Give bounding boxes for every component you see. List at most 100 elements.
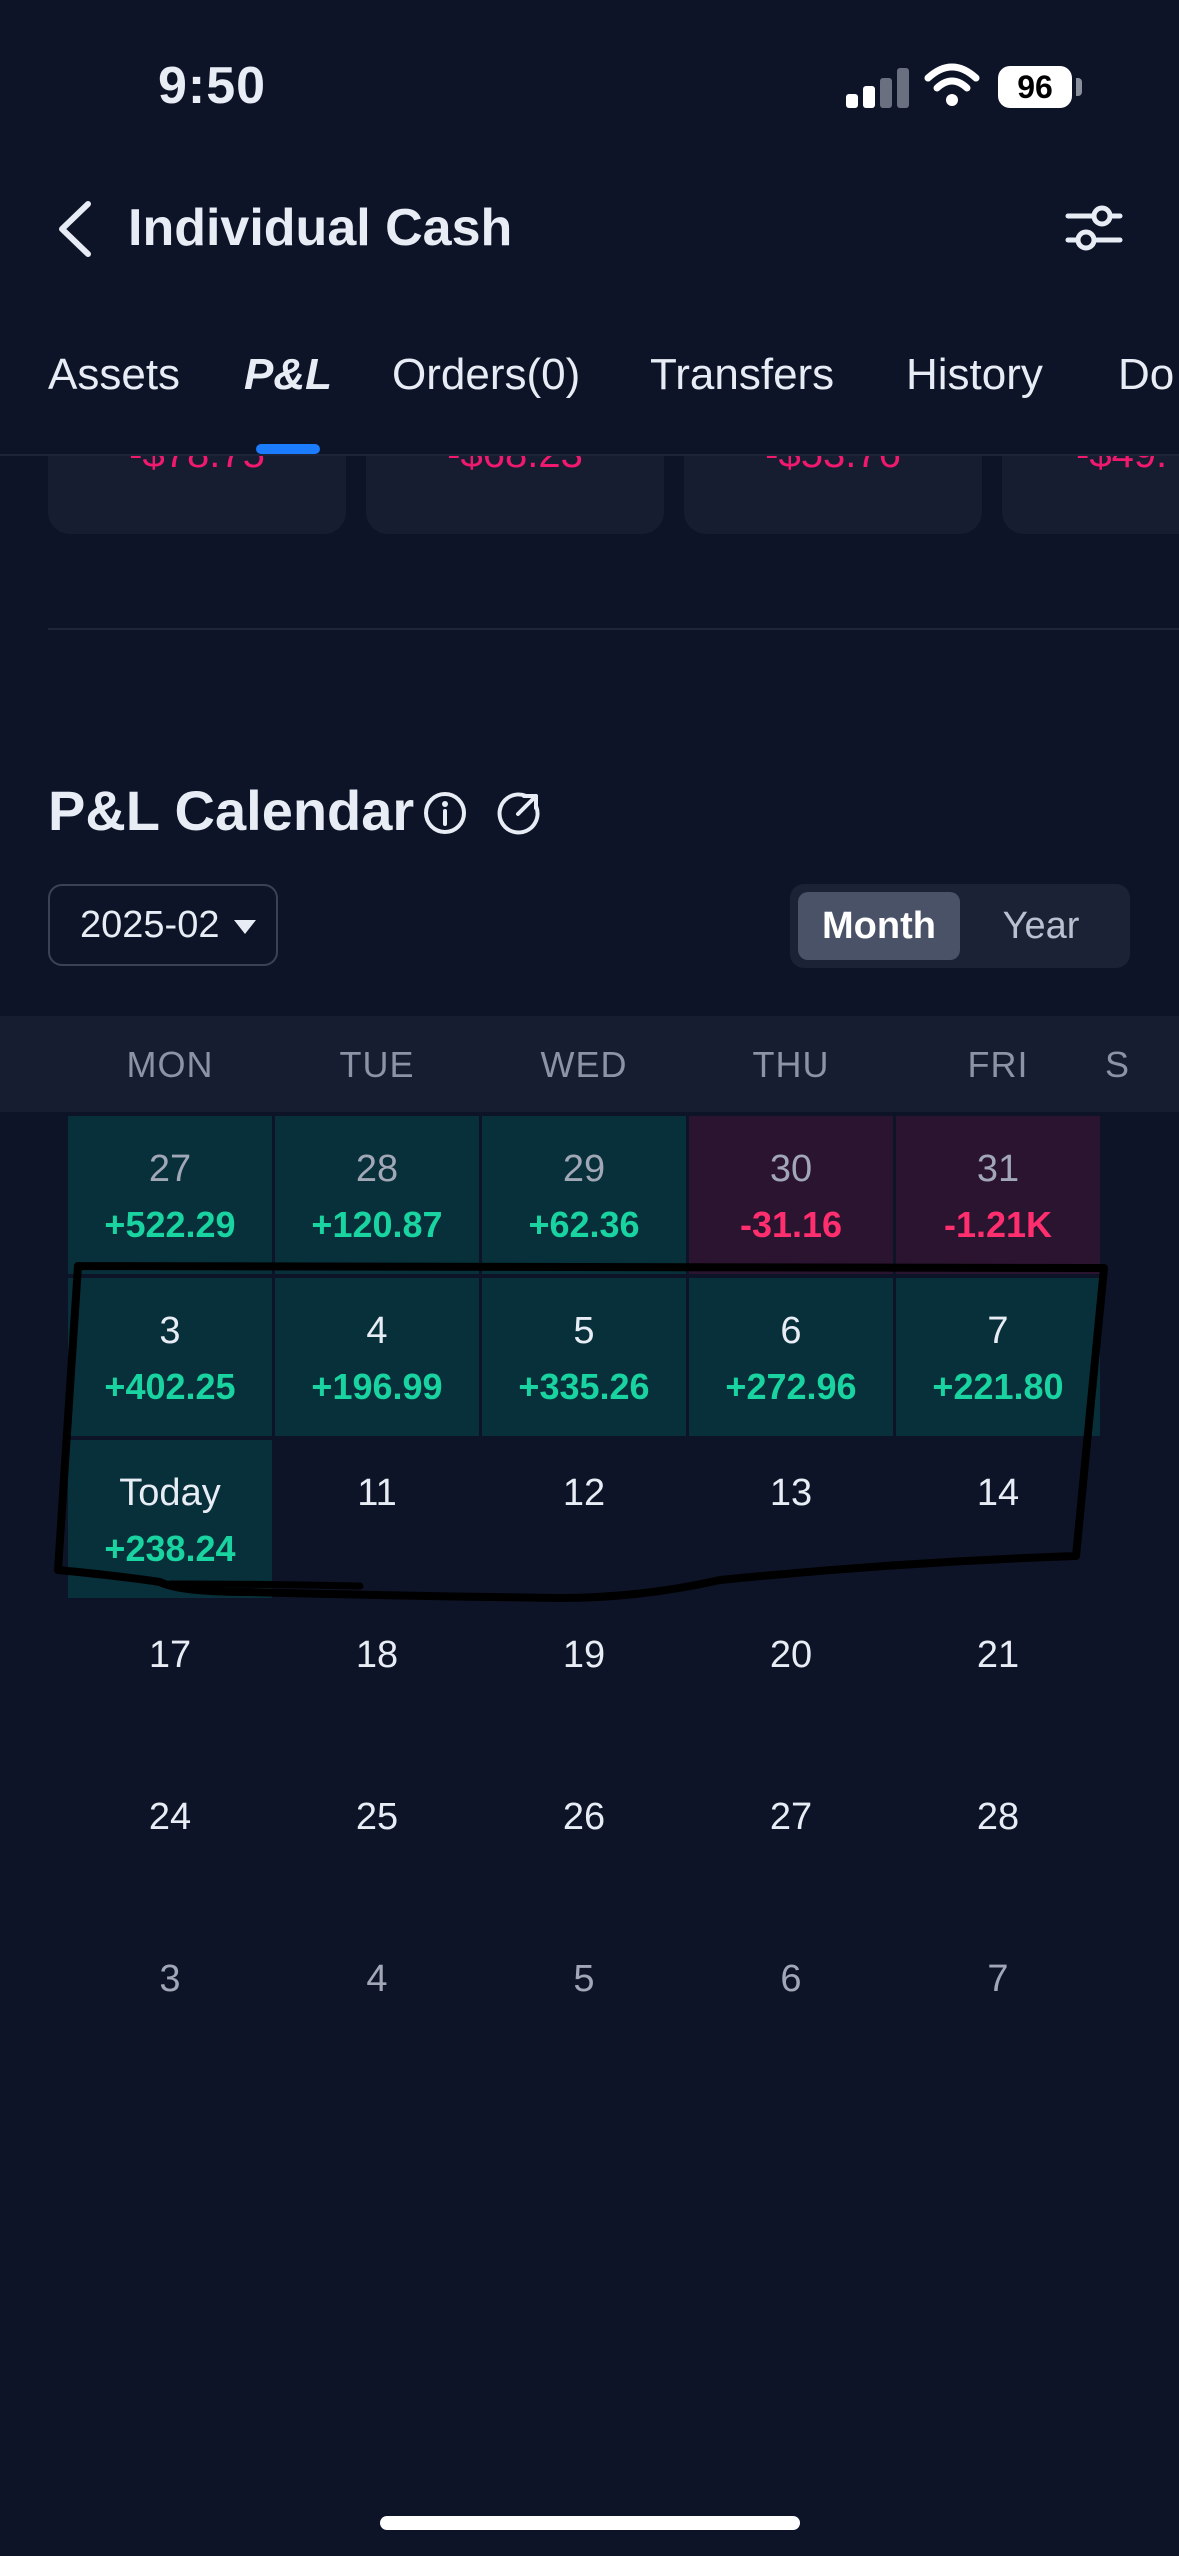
calendar-day-cell[interactable]: 3 (68, 1926, 272, 2084)
calendar-day-number: 3 (159, 1958, 181, 2000)
calendar-day-cell[interactable]: 31 -1.21K (896, 1116, 1100, 1274)
calendar-day-pnl: +196.99 (311, 1366, 443, 1407)
calendar-day-number: 25 (355, 1796, 399, 1838)
calendar-day-number: 21 (976, 1634, 1020, 1676)
calendar-day-pnl: +221.80 (932, 1366, 1064, 1407)
calendar-day-cell[interactable]: 4 (275, 1926, 479, 2084)
calendar-day-cell[interactable]: Today +238.24 (68, 1440, 272, 1598)
calendar-title: P&L Calendar (48, 779, 415, 842)
pnl-card[interactable]: -$78.75 (48, 454, 346, 534)
calendar-day-number: 20 (769, 1634, 813, 1676)
pnl-card[interactable]: -$68.23 (366, 454, 664, 534)
page-title: Individual Cash (128, 199, 513, 257)
wifi-icon (924, 63, 980, 106)
calendar-day-cell[interactable]: 18 (275, 1602, 479, 1760)
pnl-card[interactable]: -$53.76 (684, 454, 982, 534)
calendar-day-number: 30 (769, 1148, 813, 1190)
calendar-day-cell[interactable]: 4 +196.99 (275, 1278, 479, 1436)
calendar-day-cell[interactable]: 17 (68, 1602, 272, 1760)
weekday-label: FRI (967, 1044, 1029, 1085)
calendar-day-number: 3 (159, 1310, 181, 1352)
info-icon[interactable] (422, 790, 468, 836)
calendar-day-cell[interactable]: 14 (896, 1440, 1100, 1598)
card-value: -$78.75 (129, 454, 265, 476)
calendar-day-cell[interactable]: 24 (68, 1764, 272, 1922)
calendar-day-number: 27 (769, 1796, 813, 1838)
calendar-day-cell[interactable]: 25 (275, 1764, 479, 1922)
calendar-day-pnl: +62.36 (528, 1204, 640, 1245)
filter-settings-icon[interactable] (1064, 198, 1124, 258)
calendar-day-number: Today (119, 1472, 221, 1514)
calendar-day-pnl: -1.21K (943, 1204, 1053, 1245)
calendar-day-cell[interactable]: 19 (482, 1602, 686, 1760)
calendar-day-number: 6 (780, 1958, 802, 2000)
calendar-day-pnl: +522.29 (104, 1204, 236, 1245)
calendar-day-cell[interactable]: 29 +62.36 (482, 1116, 686, 1274)
weekday-label: MON (126, 1044, 214, 1085)
calendar-day-number: 29 (562, 1148, 606, 1190)
calendar-day-cell[interactable]: 6 (689, 1926, 893, 2084)
weekday-label: THU (752, 1044, 830, 1085)
calendar-day-cell[interactable]: 7 +221.80 (896, 1278, 1100, 1436)
weekday-label: S (1105, 1044, 1131, 1085)
tab-pnl[interactable]: P&L (244, 350, 332, 399)
calendar-day-pnl: +402.25 (104, 1366, 236, 1407)
card-value: -$49. (1076, 454, 1168, 476)
calendar-day-cell[interactable]: 27 (689, 1764, 893, 1922)
calendar-day-number: 7 (987, 1310, 1009, 1352)
calendar-day-cell[interactable]: 21 (896, 1602, 1100, 1760)
month-select-value: 2025-02 (80, 903, 220, 946)
month-toggle-button[interactable]: Month (798, 892, 960, 960)
calendar-day-cell[interactable]: 28 +120.87 (275, 1116, 479, 1274)
back-chevron-icon[interactable] (52, 198, 98, 260)
calendar-day-number: 4 (366, 1958, 388, 2000)
card-value: -$53.76 (765, 454, 901, 476)
calendar-day-number: 27 (148, 1148, 192, 1190)
calendar-day-cell[interactable]: 20 (689, 1602, 893, 1760)
caret-down-icon (234, 920, 256, 934)
calendar-day-number: 19 (562, 1634, 606, 1676)
share-icon[interactable] (496, 790, 542, 836)
weekday-label: WED (540, 1044, 628, 1085)
active-tab-indicator (256, 444, 320, 454)
calendar-day-cell[interactable]: 7 (896, 1926, 1100, 2084)
calendar-day-pnl: -31.16 (739, 1204, 843, 1245)
battery-icon: 96 (998, 66, 1072, 108)
calendar-day-cell[interactable]: 30 -31.16 (689, 1116, 893, 1274)
calendar-day-number: 14 (976, 1472, 1020, 1514)
calendar-day-cell[interactable]: 3 +402.25 (68, 1278, 272, 1436)
cellular-signal-icon (846, 68, 910, 108)
pnl-card[interactable]: -$49. (1002, 454, 1179, 534)
period-toggle: Month Year (790, 884, 1130, 968)
year-toggle-button[interactable]: Year (1002, 904, 1080, 947)
calendar-day-number: 31 (976, 1148, 1020, 1190)
month-select[interactable]: 2025-02 (48, 884, 278, 966)
status-time: 9:50 (158, 57, 267, 115)
calendar-day-pnl: +238.24 (104, 1528, 236, 1569)
tab-bar: Assets P&L Orders(0) Transfers History D… (0, 340, 1179, 456)
tab-orders[interactable]: Orders(0) (392, 350, 581, 399)
tab-transfers[interactable]: Transfers (650, 350, 835, 399)
calendar-day-number: 4 (366, 1310, 388, 1352)
calendar-day-cell[interactable]: 11 (275, 1440, 479, 1598)
calendar-day-cell[interactable]: 5 +335.26 (482, 1278, 686, 1436)
tab-assets[interactable]: Assets (48, 350, 181, 399)
section-divider (48, 628, 1179, 630)
calendar-day-number: 26 (562, 1796, 606, 1838)
calendar-day-number: 6 (780, 1310, 802, 1352)
tab-documents[interactable]: Do (1118, 350, 1175, 399)
calendar-day-number: 18 (355, 1634, 399, 1676)
calendar-day-cell[interactable]: 6 +272.96 (689, 1278, 893, 1436)
calendar-day-cell[interactable]: 13 (689, 1440, 893, 1598)
calendar-day-cell[interactable]: 12 (482, 1440, 686, 1598)
calendar-day-cell[interactable]: 28 (896, 1764, 1100, 1922)
calendar-day-cell[interactable]: 5 (482, 1926, 686, 2084)
calendar-day-number: 5 (573, 1310, 595, 1352)
calendar-day-cell[interactable]: 27 +522.29 (68, 1116, 272, 1274)
calendar-day-pnl: +120.87 (311, 1204, 443, 1245)
calendar-day-number: 24 (148, 1796, 192, 1838)
calendar-day-number: 11 (357, 1472, 397, 1514)
calendar-day-number: 12 (562, 1472, 606, 1514)
calendar-day-cell[interactable]: 26 (482, 1764, 686, 1922)
tab-history[interactable]: History (906, 350, 1043, 399)
